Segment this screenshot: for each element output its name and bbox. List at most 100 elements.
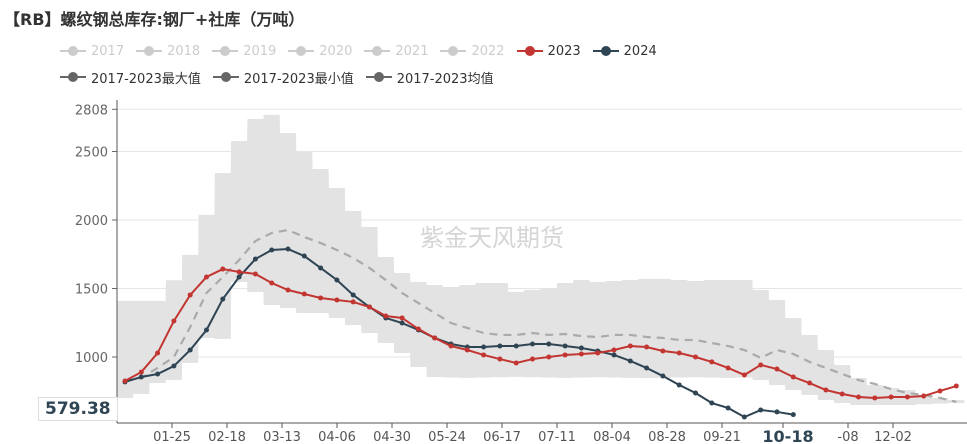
legend-item[interactable]: 2021 bbox=[364, 38, 428, 64]
legend-item[interactable]: 2017 bbox=[60, 38, 124, 64]
data-point bbox=[725, 405, 731, 411]
data-point bbox=[644, 365, 650, 371]
series-line-2023 bbox=[124, 268, 957, 399]
x-tick-label: 12-02 bbox=[874, 430, 912, 444]
watermark: 紫金天风期货 bbox=[420, 224, 564, 252]
data-point bbox=[252, 256, 258, 262]
y-tick-label: 2000 bbox=[75, 214, 108, 229]
x-tick-label: 08-28 bbox=[648, 430, 686, 444]
legend-item[interactable]: 2017-2023最小值 bbox=[212, 64, 354, 90]
legend-item[interactable]: 2017-2023最大值 bbox=[60, 64, 201, 90]
data-point bbox=[774, 409, 780, 415]
x-tick-label: 03-13 bbox=[263, 430, 301, 444]
data-point bbox=[823, 387, 829, 393]
data-point bbox=[481, 352, 487, 358]
x-tick-label: 09-21 bbox=[703, 430, 741, 444]
x-tick-label: 07-11 bbox=[538, 430, 576, 444]
data-point bbox=[497, 356, 503, 362]
x-tick-label: 08-04 bbox=[593, 430, 631, 444]
legend-line-icon bbox=[440, 46, 467, 56]
legend-label: 2017-2023最小值 bbox=[243, 71, 354, 87]
x-tick-label: 02-18 bbox=[208, 430, 246, 444]
data-point bbox=[546, 341, 552, 347]
series-2024 bbox=[122, 246, 796, 420]
data-point bbox=[318, 265, 324, 271]
chart-title: 【RB】螺纹钢总库存:钢厂+社库（万吨） bbox=[4, 10, 305, 29]
data-point bbox=[644, 344, 650, 350]
legend-label: 2024 bbox=[623, 43, 657, 59]
legend-item[interactable]: 2019 bbox=[212, 38, 276, 64]
data-point bbox=[774, 366, 780, 372]
data-point bbox=[448, 343, 454, 349]
data-point bbox=[285, 246, 291, 252]
data-point bbox=[856, 394, 861, 400]
data-point bbox=[741, 372, 747, 378]
data-point bbox=[334, 277, 340, 283]
legend-label: 2017-2023最大值 bbox=[91, 71, 201, 87]
data-point bbox=[269, 280, 275, 286]
data-point bbox=[204, 327, 209, 333]
legend-line-icon bbox=[365, 72, 392, 82]
data-point bbox=[888, 394, 894, 400]
legend-item[interactable]: 2024 bbox=[592, 38, 657, 64]
data-point bbox=[220, 266, 226, 272]
data-point bbox=[122, 378, 128, 384]
data-point bbox=[660, 373, 666, 379]
legend-label: 2017 bbox=[91, 43, 125, 59]
data-point bbox=[627, 343, 633, 349]
legend-line-icon bbox=[136, 46, 163, 56]
data-point bbox=[301, 291, 307, 297]
data-point bbox=[693, 354, 698, 360]
legend-item[interactable]: 2017-2023均值 bbox=[365, 64, 494, 90]
data-point bbox=[562, 352, 568, 358]
data-point bbox=[872, 395, 878, 401]
data-point bbox=[383, 313, 389, 319]
data-point bbox=[725, 365, 731, 371]
legend-item[interactable]: 2022 bbox=[440, 38, 505, 64]
x-tick-label: -08 bbox=[837, 430, 858, 444]
x-tick-label: 10-18 bbox=[762, 427, 813, 444]
x-tick-label: 04-30 bbox=[373, 430, 411, 444]
data-point bbox=[921, 393, 927, 399]
legend-item[interactable]: 2020 bbox=[288, 38, 352, 64]
data-point bbox=[155, 371, 161, 377]
data-point bbox=[758, 362, 764, 368]
y-tick-label: 1000 bbox=[75, 351, 108, 366]
legend-item[interactable]: 2023 bbox=[516, 38, 581, 64]
y-tick-label: 2808 bbox=[75, 103, 108, 118]
x-tick-label: 01-25 bbox=[153, 430, 191, 444]
legend-label: 2017-2023均值 bbox=[396, 71, 494, 87]
data-point bbox=[318, 295, 324, 301]
legend-line-icon bbox=[364, 46, 391, 56]
data-point bbox=[790, 412, 796, 418]
data-point bbox=[415, 326, 421, 332]
data-point bbox=[350, 299, 356, 305]
data-point bbox=[367, 304, 372, 310]
data-point bbox=[236, 274, 242, 280]
data-point bbox=[676, 350, 682, 356]
legend-line-icon bbox=[60, 72, 86, 82]
data-point bbox=[660, 348, 666, 354]
max-min-band bbox=[117, 114, 965, 405]
data-point bbox=[709, 359, 715, 365]
x-tick-label: 04-06 bbox=[318, 430, 356, 444]
data-point bbox=[530, 341, 535, 347]
data-point bbox=[578, 345, 584, 351]
legend-label: 2021 bbox=[395, 43, 429, 59]
data-point bbox=[138, 369, 144, 375]
legend-label: 2022 bbox=[471, 43, 505, 59]
data-point bbox=[741, 414, 747, 420]
data-point bbox=[269, 247, 275, 253]
legend-label: 2019 bbox=[243, 43, 277, 59]
legend-label: 2018 bbox=[167, 43, 201, 59]
data-point bbox=[481, 344, 487, 350]
legend-line-icon bbox=[516, 46, 543, 56]
legend-item[interactable]: 2018 bbox=[136, 38, 200, 64]
data-point bbox=[236, 269, 242, 275]
data-point bbox=[627, 358, 633, 364]
data-point bbox=[709, 400, 715, 406]
data-point bbox=[595, 350, 601, 356]
legend-line-icon bbox=[212, 72, 239, 82]
